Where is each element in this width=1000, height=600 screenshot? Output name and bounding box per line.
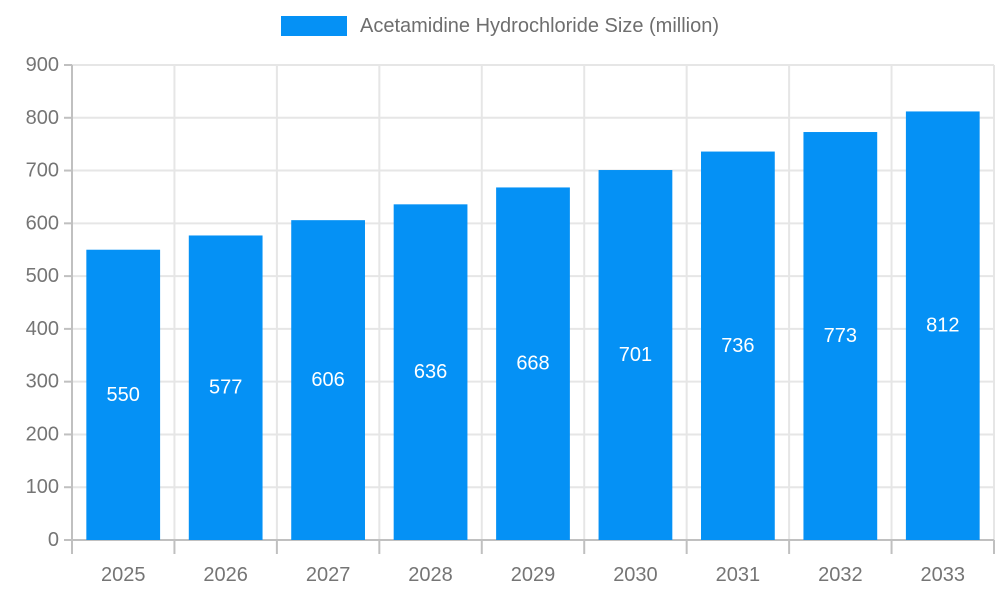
bar-value-label: 773: [824, 325, 857, 347]
legend-label: Acetamidine Hydrochloride Size (million): [359, 15, 720, 37]
x-tick-label: 2026: [203, 564, 248, 586]
bar-value-label: 668: [516, 353, 549, 375]
y-tick-label: 200: [26, 423, 59, 445]
y-tick-label: 800: [26, 107, 59, 129]
x-tick-label: 2032: [818, 564, 863, 586]
bar-value-label: 701: [619, 344, 652, 366]
x-tick-label: 2028: [408, 564, 453, 586]
x-tick-label: 2033: [921, 564, 966, 586]
x-tick-label: 2025: [101, 564, 146, 586]
y-tick-label: 0: [48, 529, 59, 551]
bar: [86, 249, 161, 540]
legend-item[interactable]: Acetamidine Hydrochloride Size (million): [0, 15, 1000, 37]
y-tick-label: 500: [26, 265, 59, 287]
x-tick-label: 2029: [511, 564, 556, 586]
bar-value-label: 736: [721, 335, 754, 357]
y-tick-label: 600: [26, 212, 59, 234]
bar: [905, 111, 980, 540]
y-tick-label: 900: [26, 54, 59, 76]
y-tick-label: 700: [26, 160, 59, 182]
bar: [701, 151, 775, 541]
x-tick-label: 2027: [306, 564, 351, 586]
bar: [803, 132, 878, 540]
bar: [188, 235, 263, 540]
bar-value-label: 606: [311, 369, 344, 391]
legend-swatch: [280, 16, 347, 36]
bar-value-label: 812: [926, 315, 959, 337]
y-tick-label: 400: [26, 318, 59, 340]
y-tick-label: 100: [26, 476, 59, 498]
bar-value-label: 636: [414, 361, 447, 383]
bar: [291, 220, 365, 540]
x-tick-label: 2031: [716, 564, 761, 586]
bar-value-label: 577: [209, 377, 242, 399]
bar: [598, 170, 673, 540]
bar: [496, 187, 570, 540]
x-tick-label: 2030: [613, 564, 658, 586]
bar: [393, 204, 468, 541]
y-tick-label: 300: [26, 371, 59, 393]
bar-value-label: 550: [107, 384, 140, 406]
